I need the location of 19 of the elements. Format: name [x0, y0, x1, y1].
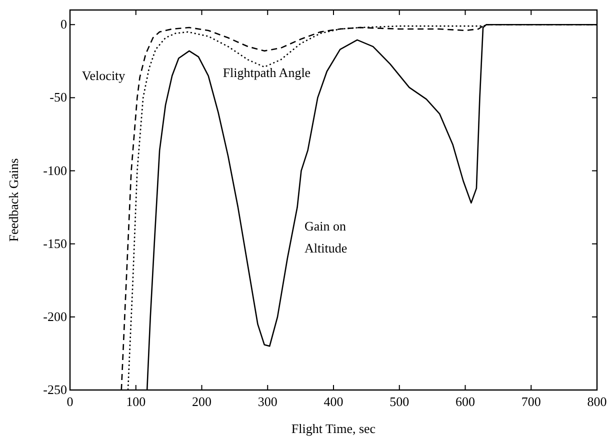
y-tick-label: -250 [43, 382, 67, 397]
y-tick-label: -50 [50, 90, 67, 105]
x-tick-label: 700 [521, 394, 541, 409]
y-tick-label: -150 [43, 236, 67, 251]
series-label: Flightpath Angle [222, 65, 311, 80]
y-tick-label: -200 [43, 308, 67, 324]
x-tick-label: 300 [258, 394, 278, 409]
x-tick-label: 400 [324, 394, 344, 409]
x-tick-label: 200 [192, 394, 212, 409]
series-label: Velocity [82, 68, 126, 84]
y-tick-label: -100 [43, 162, 67, 178]
x-tick-label: 600 [456, 394, 475, 409]
x-axis-title: Flight Time, sec [291, 421, 376, 436]
x-tick-label: 100 [126, 394, 146, 409]
series-label: Gain on Altitude [304, 218, 348, 256]
x-tick-label: 500 [390, 394, 410, 409]
y-tick-label: 0 [60, 16, 67, 32]
x-tick-label: 800 [587, 394, 607, 409]
y-axis-title: Feedback Gains [6, 158, 21, 242]
